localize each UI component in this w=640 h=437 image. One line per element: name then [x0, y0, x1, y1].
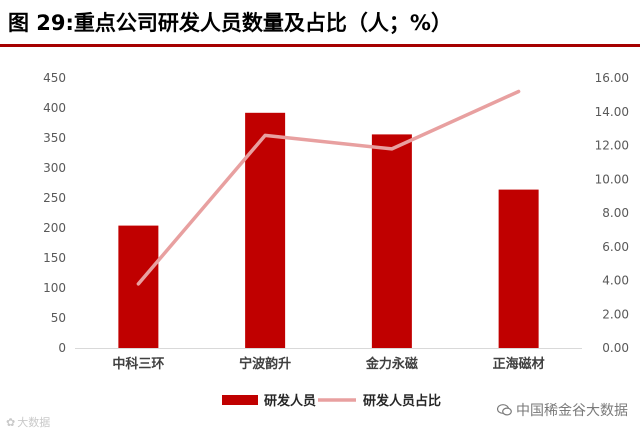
watermark: ✿ 大数据 [6, 414, 50, 430]
x-category-label: 中科三环 [112, 356, 164, 372]
y-right-tick-label: 6.00 [602, 240, 629, 254]
y-right-tick-label: 8.00 [602, 206, 629, 220]
bar-1 [118, 225, 159, 348]
chart-title: 图 29:重点公司研发人员数量及占比（人；%） [8, 11, 452, 35]
x-category-label: 金力永磁 [365, 356, 418, 372]
y-right-tick-label: 16.00 [595, 71, 629, 85]
y-left-tick-label: 450 [43, 71, 66, 85]
y-left-tick-label: 400 [43, 101, 66, 115]
y-left-tick-label: 200 [43, 221, 66, 235]
legend-line-label: 研发人员占比 [363, 393, 441, 409]
wechat-icon [497, 404, 512, 416]
y-left-tick-label: 300 [43, 161, 66, 175]
y-left-tick-label: 150 [43, 251, 66, 265]
legend-bar-swatch [222, 395, 258, 405]
y-left-tick-label: 100 [43, 281, 66, 295]
y-right-tick-label: 14.00 [595, 105, 629, 119]
watermark-logo-icon: ✿ [6, 416, 16, 429]
x-category-label: 宁波韵升 [239, 356, 291, 372]
y-right-tick-label: 4.00 [602, 274, 629, 288]
watermark-text: 大数据 [17, 416, 51, 429]
title-underline [0, 44, 640, 47]
x-category-label: 正海磁材 [493, 356, 545, 372]
y-right-tick-label: 12.00 [595, 139, 629, 153]
y-left-tick-label: 350 [43, 131, 66, 145]
legend-bar-label: 研发人员 [264, 393, 316, 409]
y-left-tick-label: 50 [51, 311, 66, 325]
y-right-tick-label: 0.00 [602, 341, 629, 355]
ratio-line [136, 89, 521, 286]
bar-3 [371, 134, 412, 348]
y-right-tick-label: 10.00 [595, 172, 629, 186]
y-left-tick-label: 250 [43, 191, 66, 205]
brand-credit: 中国稀金谷大数据 [497, 400, 628, 420]
y-right-tick-label: 2.00 [602, 307, 629, 321]
brand-text: 中国稀金谷大数据 [516, 403, 628, 419]
y-left-tick-label: 0 [58, 341, 66, 355]
bar-2 [245, 112, 286, 348]
bar-4 [498, 189, 539, 348]
